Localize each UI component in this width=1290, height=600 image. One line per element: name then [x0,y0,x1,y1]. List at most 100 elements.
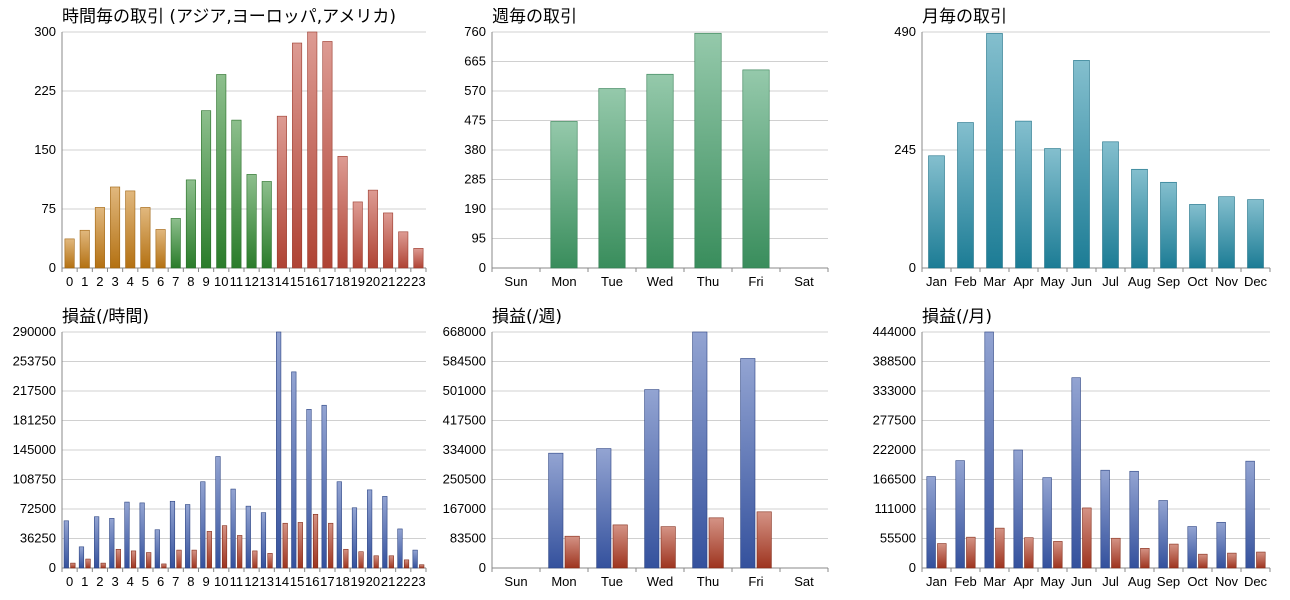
bar [1247,199,1264,269]
bar [79,229,90,269]
bar [231,119,242,269]
x-tick-label: 2 [96,574,103,589]
y-tick-label: 334000 [443,442,486,457]
bar [322,41,333,269]
x-tick-label: 12 [244,574,258,589]
bar [937,543,947,569]
bar [1102,141,1119,269]
x-tick-label: 10 [214,274,228,289]
x-tick-label: 18 [335,574,349,589]
bar [176,549,182,569]
y-tick-label: 225 [34,83,56,98]
x-tick-label: Sep [1157,574,1180,589]
x-tick-label: Sat [794,574,814,589]
bar [756,511,772,569]
x-tick-label: Jun [1071,574,1092,589]
bar [1071,377,1081,569]
chart-title: 損益(/週) [492,307,562,327]
x-tick-label: 6 [157,574,164,589]
y-tick-label: 250500 [443,472,486,487]
bar [382,496,388,569]
chart-title: 時間毎の取引 (アジア,ヨーロッパ,アメリカ) [62,7,396,27]
bar [1111,537,1121,569]
bar [307,31,318,269]
bar [215,456,221,569]
bar [1044,148,1061,269]
y-tick-label: 111000 [875,501,916,516]
bar [1024,537,1034,569]
x-tick-label: Oct [1187,274,1208,289]
x-tick-label: 21 [381,574,395,589]
bar [297,522,303,569]
bar [367,189,378,269]
x-tick-label: 12 [244,274,258,289]
bar [170,218,181,269]
bar [1129,470,1139,569]
bar [692,331,708,569]
bar [612,524,628,569]
x-tick-label: 4 [127,274,134,289]
x-tick-label: 18 [335,274,349,289]
x-tick-label: 15 [290,574,304,589]
bar [154,529,160,569]
x-tick-label: 23 [411,274,425,289]
x-tick-label: 1 [81,574,88,589]
x-tick-label: Wed [647,574,674,589]
x-tick-label: 11 [230,574,244,589]
bar [644,389,660,569]
bar [63,520,69,569]
x-tick-label: Mar [983,274,1006,289]
bar [306,409,312,569]
bar [185,179,196,269]
bar [646,73,674,269]
bar [110,186,121,269]
x-tick-label: 9 [202,274,209,289]
x-tick-label: Apr [1013,274,1034,289]
chart-title: 月毎の取引 [922,7,1007,27]
y-tick-label: 501000 [443,383,486,398]
bar [1216,521,1226,569]
bar [336,481,342,569]
y-tick-label: 0 [49,260,56,275]
x-tick-label: 16 [305,274,319,289]
x-tick-label: 19 [351,574,365,589]
hourly-trades-chart: 時間毎の取引 (アジア,ヨーロッパ,アメリカ) 0 75 150 225 300 0 1 2 3 4… [0,0,430,300]
bar [245,505,251,569]
x-tick-label: 22 [396,574,410,589]
x-tick-label: Sun [504,274,527,289]
y-tick-label: 0 [479,560,486,575]
y-tick-label: 95 [472,231,486,246]
bar [343,548,349,569]
y-tick-label: 245 [894,142,916,157]
x-tick-label: Aug [1128,574,1151,589]
x-tick-label: Feb [954,574,976,589]
bar [130,550,137,569]
bar [125,190,136,269]
bar [230,488,236,569]
bar [252,550,258,569]
y-tick-label: 490 [894,24,916,39]
x-tick-label: 15 [290,274,304,289]
bar [94,207,105,269]
y-tick-label: 55500 [880,531,916,546]
x-tick-label: 23 [411,574,425,589]
x-tick-label: Jul [1102,574,1119,589]
bar [957,122,974,269]
y-tick-label: 0 [49,560,56,575]
x-tick-label: 8 [187,274,194,289]
x-tick-label: Fri [748,574,763,589]
bar [550,121,578,269]
x-tick-label: Jul [1102,274,1119,289]
bar [388,555,394,569]
y-tick-label: 145000 [13,442,56,457]
x-tick-label: 14 [275,274,289,289]
bar [100,562,106,569]
bar [267,553,273,569]
bar [146,552,152,569]
y-tick-label: 150 [34,142,56,157]
monthly-trades-chart: 月毎の取引 0 245 490 Jan Feb Mar Apr May Jun Jul Aug Sep O… [860,0,1290,300]
bar [352,201,363,269]
bar [109,518,115,569]
x-tick-label: 19 [351,274,365,289]
y-tick-label: 584500 [443,354,486,369]
